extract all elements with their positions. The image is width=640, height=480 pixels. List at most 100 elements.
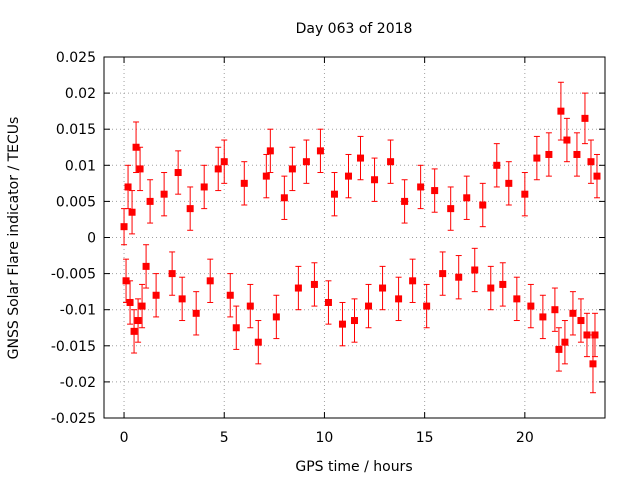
point-marker xyxy=(583,331,591,339)
point-marker xyxy=(136,165,144,173)
data-point xyxy=(533,135,541,181)
point-marker xyxy=(266,147,274,155)
point-marker xyxy=(126,298,134,306)
point-marker xyxy=(220,158,228,166)
point-marker xyxy=(142,262,150,270)
data-point xyxy=(417,164,425,210)
point-marker xyxy=(379,284,387,292)
data-point xyxy=(272,294,280,340)
data-point xyxy=(521,172,529,217)
point-marker xyxy=(471,266,479,274)
point-marker xyxy=(439,270,447,278)
data-point xyxy=(487,265,495,311)
data-point xyxy=(200,164,208,210)
point-marker xyxy=(431,187,439,195)
y-tick-label: -0.01 xyxy=(60,303,96,319)
point-marker xyxy=(174,169,182,177)
point-marker xyxy=(160,190,168,198)
y-tick-label: -0.025 xyxy=(51,411,96,427)
point-marker xyxy=(499,280,507,288)
point-marker xyxy=(371,176,379,184)
data-point xyxy=(214,146,222,192)
data-point xyxy=(545,132,553,177)
point-marker xyxy=(357,154,365,162)
y-tick-label: 0.015 xyxy=(56,122,96,138)
data-point xyxy=(471,247,479,293)
point-marker xyxy=(505,179,513,187)
data-point xyxy=(539,294,547,340)
data-point xyxy=(138,283,146,329)
point-marker xyxy=(521,190,529,198)
point-marker xyxy=(587,158,595,166)
data-point xyxy=(593,153,601,199)
point-marker xyxy=(561,338,569,346)
data-point xyxy=(357,135,365,181)
data-point xyxy=(479,182,487,228)
point-marker xyxy=(132,143,140,151)
data-point xyxy=(240,161,248,206)
data-point xyxy=(254,320,262,365)
point-marker xyxy=(262,172,270,180)
data-point xyxy=(310,262,318,307)
data-point xyxy=(505,161,513,206)
point-marker xyxy=(288,165,296,173)
data-point xyxy=(206,258,214,303)
point-marker xyxy=(463,194,471,202)
data-point xyxy=(591,312,599,358)
point-marker xyxy=(344,172,352,180)
y-tick-label: 0 xyxy=(87,231,96,247)
data-point xyxy=(583,312,591,358)
point-marker xyxy=(134,317,142,325)
data-point xyxy=(569,291,577,336)
x-tick-label: 15 xyxy=(416,430,434,446)
grid xyxy=(104,57,605,418)
point-marker xyxy=(280,194,288,202)
point-marker xyxy=(551,306,559,314)
point-marker xyxy=(573,150,581,158)
point-marker xyxy=(152,291,160,299)
point-marker xyxy=(351,317,358,325)
point-marker xyxy=(124,183,132,191)
data-point xyxy=(178,276,186,322)
point-marker xyxy=(409,277,417,285)
point-marker xyxy=(493,161,501,169)
data-point xyxy=(142,244,150,289)
data-point xyxy=(192,291,200,336)
data-point xyxy=(423,283,431,329)
point-marker xyxy=(591,331,599,339)
x-tick-label: 5 xyxy=(220,430,229,446)
point-marker xyxy=(206,277,214,285)
data-point xyxy=(577,298,585,343)
point-marker xyxy=(120,223,128,231)
point-marker xyxy=(593,172,601,180)
point-marker xyxy=(589,360,597,368)
point-marker xyxy=(581,114,589,122)
data-point xyxy=(455,255,463,300)
point-marker xyxy=(254,338,262,346)
data-point xyxy=(351,298,358,343)
data-point xyxy=(527,283,535,329)
y-tick-label: 0.005 xyxy=(56,194,96,210)
point-marker xyxy=(447,205,455,213)
data-point xyxy=(168,251,176,296)
data-point xyxy=(124,164,132,210)
data-point xyxy=(220,139,228,184)
point-marker xyxy=(200,183,208,191)
data-point xyxy=(280,175,288,220)
data-point xyxy=(174,150,182,195)
data-point xyxy=(262,153,270,199)
point-marker xyxy=(545,150,553,158)
point-marker xyxy=(316,147,324,155)
point-marker xyxy=(178,295,186,303)
point-marker xyxy=(168,270,176,278)
chart-title: Day 063 of 2018 xyxy=(296,21,413,37)
point-marker xyxy=(186,205,194,213)
point-marker xyxy=(122,277,130,285)
point-marker xyxy=(533,154,541,162)
point-marker xyxy=(246,302,254,310)
point-marker xyxy=(557,107,565,115)
data-point xyxy=(371,157,379,202)
point-marker xyxy=(128,208,136,216)
data-point xyxy=(130,309,138,354)
